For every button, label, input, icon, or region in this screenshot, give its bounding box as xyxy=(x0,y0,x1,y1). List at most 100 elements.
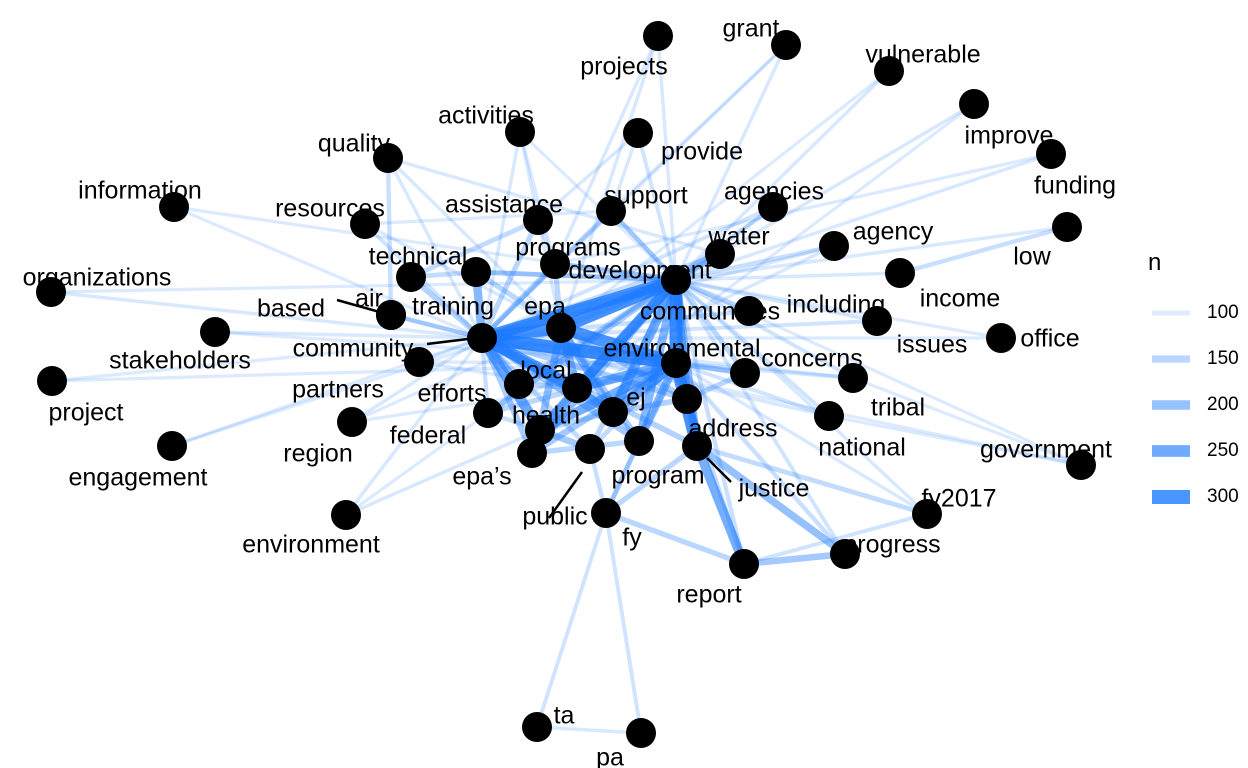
edge-epa-ej xyxy=(557,324,617,416)
node-stakeholders xyxy=(200,317,230,347)
node-environmental xyxy=(661,348,691,378)
node-programs xyxy=(540,249,570,279)
edge-justice-fy2017 xyxy=(694,443,930,517)
node-label-justice: justice xyxy=(738,475,810,503)
node-tribal xyxy=(838,363,868,393)
edge-community-organizations xyxy=(49,290,484,340)
node-label-partners: partners xyxy=(292,376,384,404)
edge-community-public xyxy=(479,335,593,452)
node-label-income: income xyxy=(920,285,1001,313)
node-address xyxy=(672,384,702,414)
node-government xyxy=(1066,450,1096,480)
edge-community-including xyxy=(479,308,752,341)
edge-improve-health xyxy=(538,102,976,432)
node-label-region: region xyxy=(283,440,353,468)
node-public xyxy=(575,434,605,464)
node-label-support: support xyxy=(604,182,687,210)
node-label-provide: provide xyxy=(661,138,743,166)
node-communities xyxy=(661,265,691,295)
node-label-information: information xyxy=(78,177,202,205)
legend: n 100 150 200 250 300 xyxy=(1148,249,1239,507)
edge-information-communities xyxy=(172,205,678,282)
edge-environmental-public xyxy=(587,360,679,452)
node-training xyxy=(461,257,491,287)
edge-project-environmental xyxy=(50,361,678,383)
edge-grant-programs xyxy=(553,43,788,266)
edge-epa-health xyxy=(536,324,565,434)
node-progress xyxy=(830,539,860,569)
node-label-environment: environment xyxy=(242,531,380,559)
edge-communities-agency xyxy=(673,243,837,283)
edge-justice-report xyxy=(692,441,749,569)
edge-environmental-epa xyxy=(555,322,682,369)
edge-environmental-national xyxy=(674,361,831,418)
edge-community-activities xyxy=(480,130,522,340)
node-label-efforts: efforts xyxy=(417,380,486,408)
legend-label: 100 xyxy=(1207,302,1239,323)
node-label-improve: improve xyxy=(965,122,1054,150)
edge-national-government xyxy=(827,414,1083,467)
node-partners xyxy=(404,347,434,377)
node-label-low: low xyxy=(1013,243,1051,271)
edge-communities-concerns xyxy=(673,277,748,376)
node-fy xyxy=(591,498,621,528)
edge-communities-provide xyxy=(636,131,678,282)
node-label-activities: activities xyxy=(438,102,534,130)
edge-justice-progress xyxy=(693,442,849,558)
node-label-quality: quality xyxy=(318,130,391,158)
node-based xyxy=(376,300,406,330)
edge-stakeholders-environmental xyxy=(213,330,678,365)
node-label-issues: issues xyxy=(897,331,968,359)
node-agencies xyxy=(758,192,788,222)
edge-community-government xyxy=(480,336,1083,467)
node-label-including: including xyxy=(787,291,886,319)
node-label-fy: fy xyxy=(622,524,642,552)
edge-environmental-tribal xyxy=(674,361,855,380)
node-grant xyxy=(771,30,801,60)
edge-report-fy xyxy=(603,510,747,567)
node-report xyxy=(729,549,759,579)
edge-community-air xyxy=(388,312,485,341)
node-project xyxy=(37,366,67,396)
node-quality xyxy=(373,143,403,173)
edge-community-assistance xyxy=(479,217,541,341)
edge-communities-income xyxy=(674,271,902,282)
edge-training-development xyxy=(473,269,679,283)
legend-label: 200 xyxy=(1207,394,1239,415)
edge-environmental-fy2017 xyxy=(674,361,929,516)
edge-communities-national xyxy=(674,278,831,418)
edge-communities-fy2017 xyxy=(674,278,929,516)
edge-community-epas xyxy=(478,334,536,457)
edge-communities-funding xyxy=(674,152,1053,282)
node-support xyxy=(596,196,626,226)
node-funding xyxy=(1036,139,1066,169)
node-label-office: office xyxy=(1020,325,1079,353)
node-label-communities: communities xyxy=(640,298,780,326)
edge-organizations-communities xyxy=(49,278,678,294)
node-improve xyxy=(959,89,989,119)
node-label-stakeholders: stakeholders xyxy=(109,347,251,375)
node-label-local: local xyxy=(520,357,571,385)
edge-provide-assistance xyxy=(536,131,640,222)
node-label-report: report xyxy=(676,581,741,609)
node-label-address: address xyxy=(689,415,778,443)
node-ej xyxy=(598,397,628,427)
edge-communities-programs xyxy=(551,260,680,284)
edge-community-technical xyxy=(408,274,485,341)
node-community xyxy=(467,323,497,353)
labels-layer: projects grant vulnerable improve activities… xyxy=(23,15,1116,768)
edge-environment-federal xyxy=(344,411,490,517)
edge-communities-tribal xyxy=(674,278,855,380)
node-epas xyxy=(517,438,547,468)
node-water xyxy=(705,239,735,269)
edge-communities-efforts xyxy=(516,277,679,387)
node-label-grant: grant xyxy=(723,15,780,43)
node-label-pa: pa xyxy=(596,744,624,768)
node-label-federal: federal xyxy=(390,422,466,450)
node-fy2017 xyxy=(912,499,942,529)
node-label-national: national xyxy=(818,434,906,462)
legend-label: 250 xyxy=(1207,440,1239,461)
edge-epa-quality xyxy=(386,156,563,330)
edge-epa-development xyxy=(558,277,679,331)
node-ta xyxy=(522,712,552,742)
